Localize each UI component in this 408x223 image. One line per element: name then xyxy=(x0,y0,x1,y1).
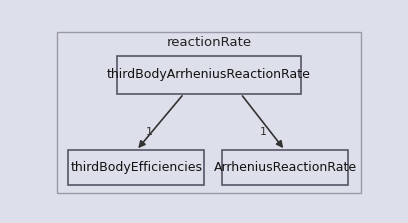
Text: reactionRate: reactionRate xyxy=(166,36,252,49)
Bar xyxy=(222,150,348,185)
Text: ArrheniusReactionRate: ArrheniusReactionRate xyxy=(213,161,357,174)
Text: 1: 1 xyxy=(259,126,266,136)
Bar xyxy=(69,150,204,185)
Bar xyxy=(118,56,301,94)
Text: thirdBodyArrheniusReactionRate: thirdBodyArrheniusReactionRate xyxy=(107,68,311,81)
Text: 1: 1 xyxy=(146,126,153,136)
Text: thirdBodyEfficiencies: thirdBodyEfficiencies xyxy=(70,161,202,174)
